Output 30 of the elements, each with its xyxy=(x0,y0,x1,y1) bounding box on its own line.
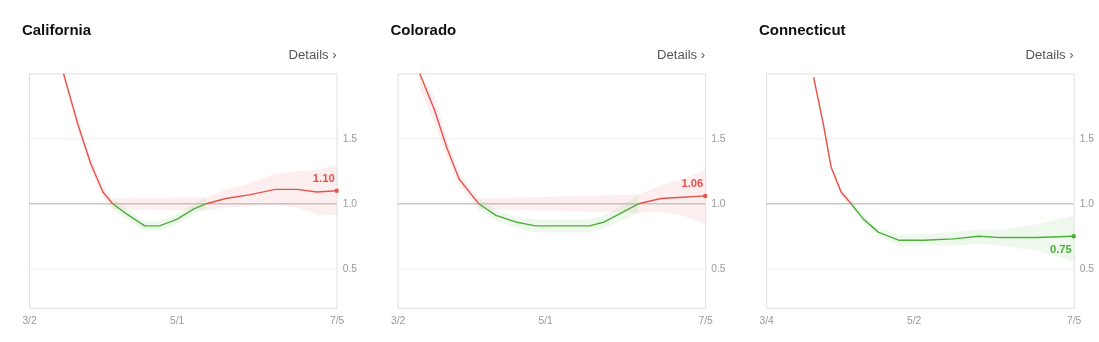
x-tick-label: 3/2 xyxy=(390,315,406,327)
line-series xyxy=(850,203,1074,241)
chart-title: California xyxy=(21,21,92,39)
y-tick-label: 1.5 xyxy=(342,132,358,144)
y-tick-label: 1.5 xyxy=(711,132,726,144)
y-tick-label: 0.5 xyxy=(1079,263,1095,275)
x-tick-label: 3/4 xyxy=(759,315,774,327)
text: Details › xyxy=(1025,47,1074,63)
annotation: 1.06 xyxy=(681,177,704,190)
x-tick-label: 7/5 xyxy=(329,315,345,327)
annotation: 0.75 xyxy=(1049,243,1072,256)
text: Details › xyxy=(657,47,706,63)
x-tick-label: 5/1 xyxy=(538,315,554,327)
x-tick-label: 5/1 xyxy=(170,315,185,327)
y-tick-label: 1.0 xyxy=(711,198,726,209)
y-tick-label: 0.5 xyxy=(711,263,726,275)
y-tick-label: 1.5 xyxy=(1079,132,1095,144)
x-tick-label: 7/5 xyxy=(1066,315,1082,327)
y-tick-label: 1.0 xyxy=(342,198,358,209)
text: Details › xyxy=(288,47,337,63)
chart-title: Colorado xyxy=(390,21,457,39)
y-tick-label: 1.0 xyxy=(1079,198,1095,209)
y-tick-label: 0.5 xyxy=(342,263,358,275)
line-series xyxy=(478,203,640,227)
line-series xyxy=(112,203,207,227)
x-tick-label: 5/2 xyxy=(906,315,922,327)
chart-title: Connecticut xyxy=(758,21,846,39)
x-tick-label: 3/2 xyxy=(22,315,37,327)
annotation: 1.10 xyxy=(312,172,335,185)
x-tick-label: 7/5 xyxy=(698,315,714,327)
